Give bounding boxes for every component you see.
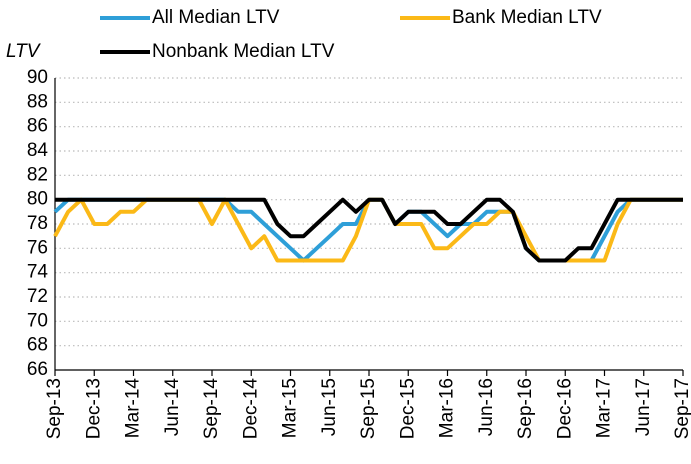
y-tick-label: 82 — [27, 164, 48, 185]
x-tick-label: Sep-16 — [515, 378, 536, 439]
y-axis-label: LTV — [6, 41, 42, 62]
legend-label: Bank Median LTV — [452, 7, 602, 28]
y-tick-label: 88 — [27, 91, 48, 112]
x-tick-label: Dec-15 — [397, 378, 418, 439]
y-tick-label: 78 — [27, 213, 48, 234]
x-tick-label: Jun-17 — [633, 378, 654, 436]
y-tick-label: 80 — [27, 189, 48, 210]
x-tick-label: Dec-13 — [83, 378, 104, 439]
y-tick-label: 66 — [27, 359, 48, 380]
x-tick-label: Sep-17 — [672, 378, 691, 439]
legend-label: Nonbank Median LTV — [152, 41, 335, 62]
y-tick-label: 70 — [27, 310, 48, 331]
x-tick-label: Sep-13 — [44, 378, 65, 439]
x-tick-label: Jun-14 — [162, 378, 183, 437]
legend-label: All Median LTV — [152, 7, 280, 28]
x-tick-label: Dec-16 — [554, 378, 575, 439]
series-line — [53, 197, 683, 263]
x-tick-label: Mar-17 — [594, 378, 615, 438]
x-tick-label: Dec-14 — [240, 378, 261, 440]
x-tick-label: Mar-16 — [437, 378, 458, 438]
y-tick-label: 84 — [27, 140, 49, 161]
series-line — [55, 197, 683, 263]
y-tick-label: 74 — [27, 262, 49, 283]
y-tick-label: 90 — [27, 67, 48, 88]
x-tick-label: Sep-15 — [358, 378, 379, 439]
y-tick-label: 68 — [27, 335, 48, 356]
series-line — [53, 197, 683, 263]
x-tick-label: Mar-14 — [123, 378, 144, 439]
y-tick-label: 72 — [27, 286, 48, 307]
x-tick-label: Jun-15 — [319, 378, 340, 436]
x-tick-label: Jun-16 — [476, 378, 497, 436]
y-tick-label: 86 — [27, 116, 48, 137]
x-tick-label: Mar-15 — [280, 378, 301, 438]
x-tick-label: Sep-14 — [201, 378, 222, 440]
y-tick-label: 76 — [27, 237, 48, 258]
